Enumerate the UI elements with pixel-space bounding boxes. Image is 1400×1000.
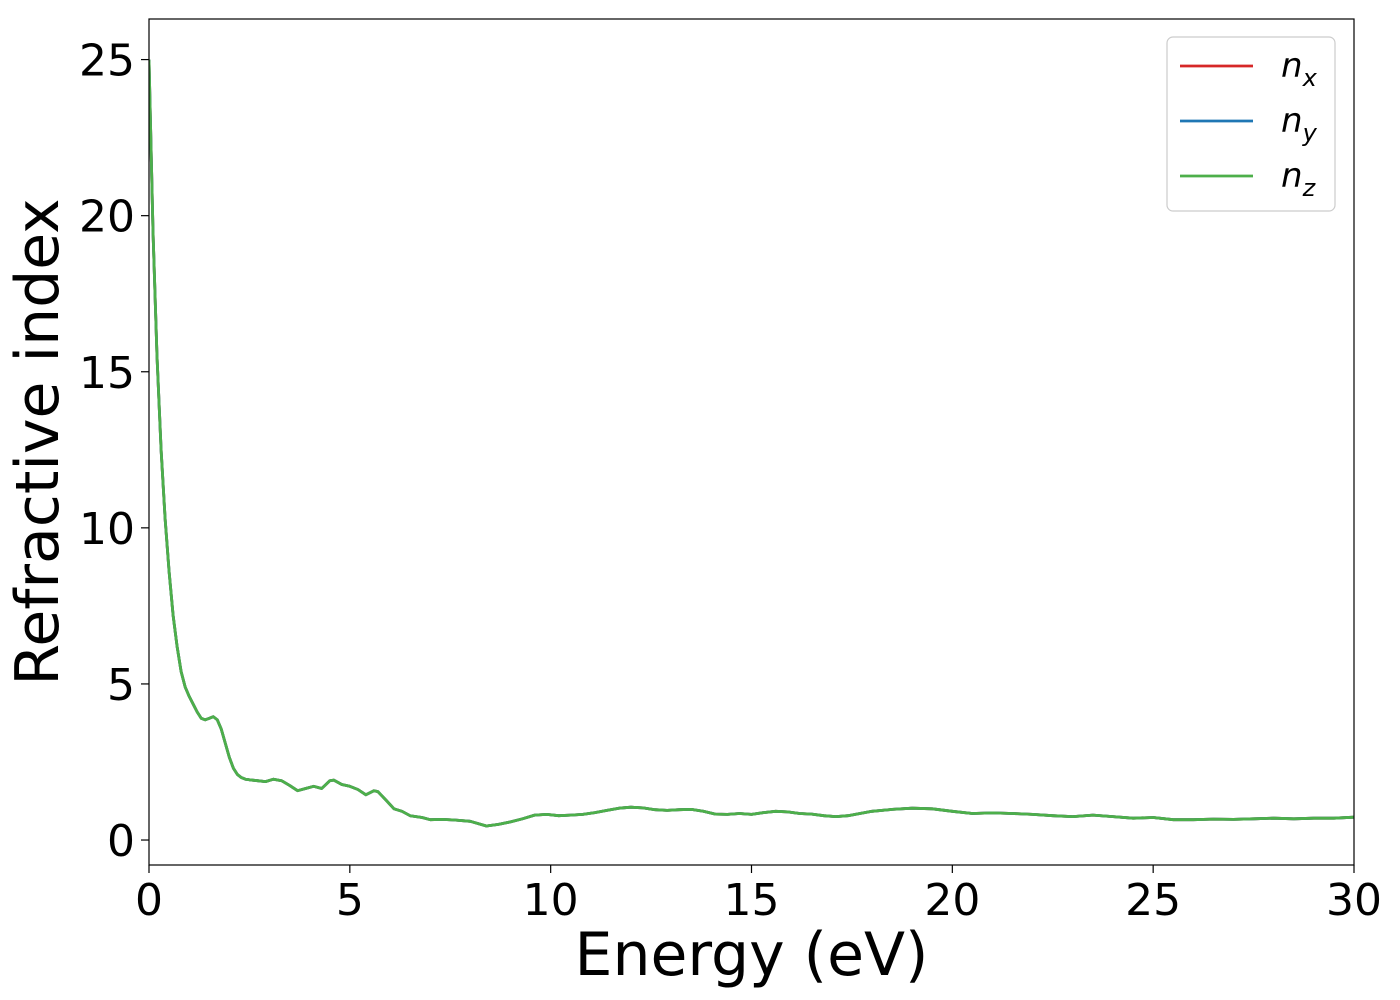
legend-label-base: n — [1281, 156, 1303, 196]
legend-label-base: n — [1281, 46, 1303, 86]
legend-label-subscript: x — [1302, 64, 1318, 92]
plot-frame — [148, 18, 1355, 866]
y-axis-label: Refractive index — [3, 198, 73, 685]
y-tick-label: 20 — [79, 192, 135, 243]
series-line-z — [149, 59, 1354, 828]
legend-label-base: n — [1281, 101, 1303, 141]
x-tick-label: 10 — [523, 875, 579, 926]
y-tick-label: 10 — [79, 504, 135, 555]
x-tick-label: 20 — [924, 875, 980, 926]
x-tick-label: 5 — [336, 875, 364, 926]
y-tick-label: 0 — [107, 816, 135, 867]
legend-label-z: nz — [1281, 156, 1317, 202]
legend-label-subscript: y — [1302, 119, 1318, 147]
legend-label-subscript: z — [1302, 174, 1317, 202]
x-tick-label: 15 — [724, 875, 780, 926]
x-tick-label: 25 — [1125, 875, 1181, 926]
x-tick-label: 30 — [1326, 875, 1382, 926]
x-tick-label: 0 — [135, 875, 163, 926]
x-axis-label: Energy (eV) — [575, 920, 929, 990]
y-tick-label: 5 — [107, 660, 135, 711]
legend-label-x: nx — [1281, 46, 1318, 92]
legend-label-y: ny — [1281, 101, 1318, 147]
y-tick-label: 15 — [79, 348, 135, 399]
legend-box — [1166, 36, 1336, 212]
y-axis-ticks: 0 5 10 15 20 25 — [79, 36, 149, 867]
x-axis-ticks: 0 5 10 15 20 25 30 — [135, 865, 1382, 926]
plot-area — [149, 59, 1354, 828]
y-tick-label: 25 — [79, 36, 135, 87]
